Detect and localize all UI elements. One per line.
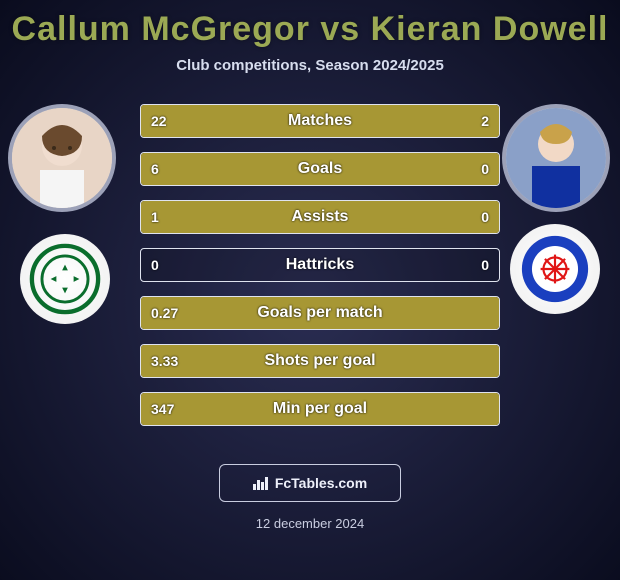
brand-logo[interactable]: FcTables.com: [219, 464, 401, 502]
comparison-content: 222Matches 60Goals 10Assists 00Hattricks 0.2…: [0, 104, 620, 444]
chart-icon: [253, 476, 269, 490]
stat-label: Min per goal: [141, 393, 499, 425]
stat-bar: 3.33Shots per goal: [140, 344, 500, 378]
stat-bar: 10Assists: [140, 200, 500, 234]
stat-bar: 347Min per goal: [140, 392, 500, 426]
stat-label: Goals per match: [141, 297, 499, 329]
stat-bar: 60Goals: [140, 152, 500, 186]
footer-date: 12 december 2024: [0, 516, 620, 531]
player-left-club-badge: [20, 234, 110, 324]
stat-bar: 222Matches: [140, 104, 500, 138]
stat-label: Shots per goal: [141, 345, 499, 377]
stat-label: Assists: [141, 201, 499, 233]
stat-label: Hattricks: [141, 249, 499, 281]
stat-bar: 0.27Goals per match: [140, 296, 500, 330]
player-right-avatar: [502, 104, 610, 212]
stat-bar: 00Hattricks: [140, 248, 500, 282]
page-title: Callum McGregor vs Kieran Dowell: [0, 10, 620, 49]
brand-text: FcTables.com: [275, 475, 367, 491]
stat-label: Goals: [141, 153, 499, 185]
player-left-avatar: [8, 104, 116, 212]
stat-bars: 222Matches 60Goals 10Assists 00Hattricks 0.2…: [140, 104, 500, 440]
page-subtitle: Club competitions, Season 2024/2025: [0, 57, 620, 74]
stat-label: Matches: [141, 105, 499, 137]
player-right-club-badge: [510, 224, 600, 314]
